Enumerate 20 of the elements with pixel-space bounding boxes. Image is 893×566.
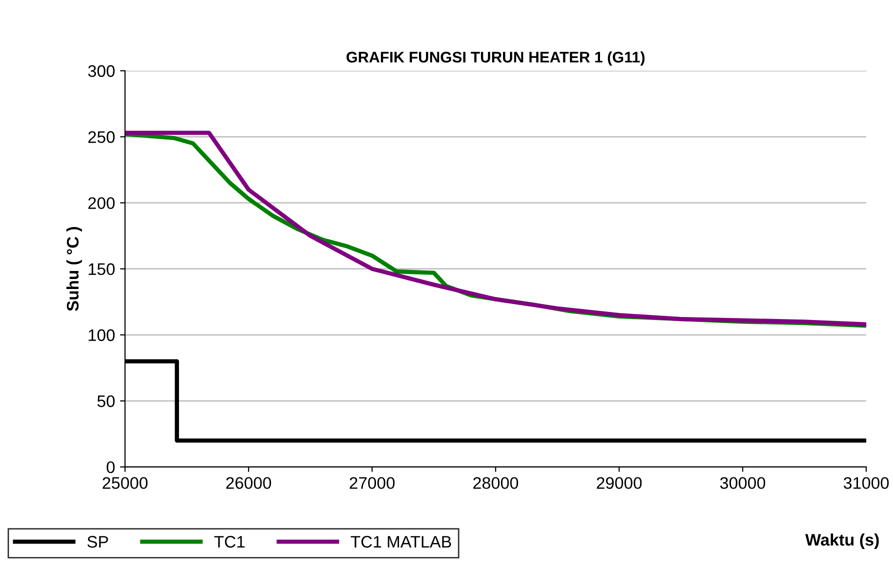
y-tick-label: 50: [97, 395, 115, 408]
y-tick-label: 0: [106, 461, 115, 474]
x-tick-label: 31000: [844, 477, 889, 489]
y-tick-label: 150: [88, 263, 115, 276]
y-tick-label: 100: [88, 329, 115, 342]
y-tick-label: 200: [88, 197, 115, 210]
legend-label: TC1 MATLAB: [350, 536, 452, 548]
legend-label: SP: [87, 536, 108, 548]
y-tick-label: 300: [88, 65, 115, 77]
x-tick-label: 29000: [596, 477, 642, 489]
x-tick-label: 30000: [720, 477, 766, 489]
x-tick-label: 26000: [226, 477, 272, 489]
x-tick-label: 27000: [350, 477, 395, 489]
x-tick-label: 25000: [102, 477, 148, 489]
x-tick-label: 28000: [473, 477, 518, 489]
chart-title: GRAFIK FUNGSI TURUN HEATER 1 (G11): [346, 51, 645, 66]
y-tick-label: 250: [88, 131, 115, 143]
legend-label: TC1: [214, 536, 245, 548]
x-axis-title: Waktu (s): [805, 533, 879, 550]
y-axis-title: Suhu ( °C ): [66, 227, 82, 312]
